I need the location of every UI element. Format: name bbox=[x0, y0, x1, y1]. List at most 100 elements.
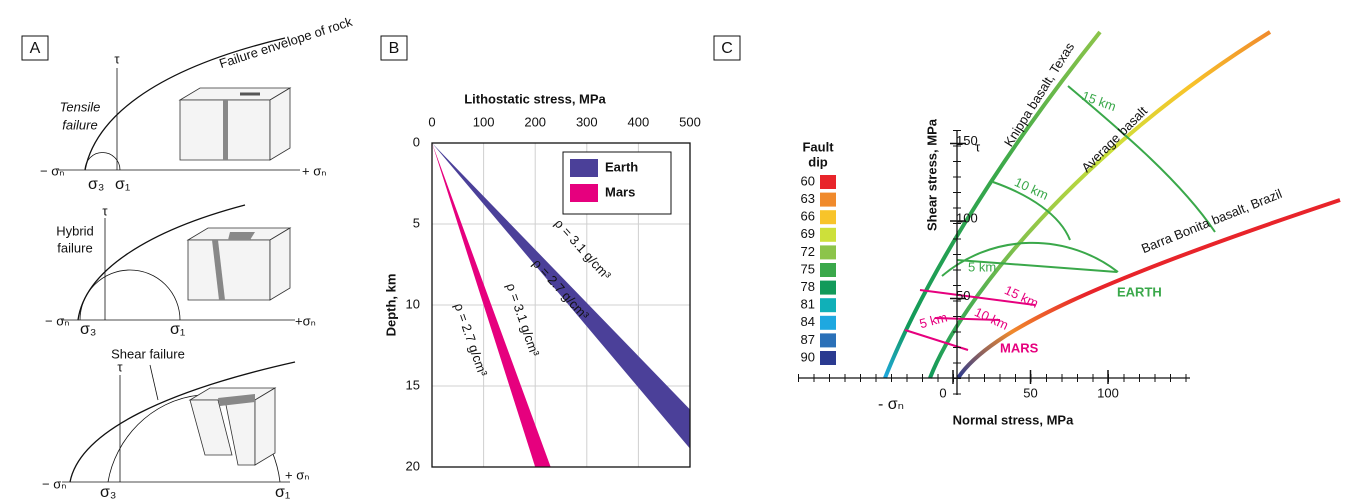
dip-label: 90 bbox=[801, 349, 815, 364]
band bbox=[432, 143, 551, 467]
legend-title: Fault bbox=[802, 139, 834, 154]
y-tick-label: 20 bbox=[406, 458, 420, 473]
y-tick-label: 150 bbox=[956, 133, 978, 148]
mohr-circle bbox=[79, 269, 181, 321]
y-tick-label: 50 bbox=[956, 288, 970, 303]
pos-sigma: + σₙ bbox=[302, 163, 326, 178]
failure-label: Hybrid bbox=[56, 223, 94, 238]
failure-label: Shear failure bbox=[111, 346, 185, 361]
y-tick-label: 15 bbox=[406, 377, 420, 392]
y-tick-label: 5 bbox=[413, 215, 420, 230]
neg-sigma: − σₙ bbox=[42, 476, 66, 491]
sigma1: σ₁ bbox=[115, 176, 130, 193]
earth-label: EARTH bbox=[1117, 284, 1162, 299]
legend-label: Mars bbox=[605, 184, 635, 199]
dip-swatch bbox=[820, 210, 836, 225]
sigma3: σ₃ bbox=[100, 484, 116, 499]
x-tick-label: 0 bbox=[428, 114, 435, 129]
dip-swatch bbox=[820, 280, 836, 295]
legend-swatch bbox=[570, 184, 598, 202]
dip-label: 63 bbox=[801, 191, 815, 206]
curve-average bbox=[928, 30, 1272, 379]
x-tick-label: 400 bbox=[628, 114, 650, 129]
mars-label: MARS bbox=[1000, 340, 1039, 355]
earth-depth: 15 km bbox=[1080, 88, 1118, 114]
y-axis-title: Depth, km bbox=[383, 274, 398, 337]
dip-label: 84 bbox=[801, 314, 815, 329]
failure-label: failure bbox=[57, 240, 92, 255]
dip-swatch bbox=[820, 227, 836, 242]
curve-barra bbox=[956, 198, 1341, 380]
sigma1: σ₁ bbox=[275, 484, 290, 499]
panel-label-box bbox=[713, 35, 741, 61]
envelope-label: Failure envelope of rock bbox=[217, 14, 354, 71]
earth-contour bbox=[941, 241, 1119, 277]
curve-label: Average basalt bbox=[1078, 103, 1150, 175]
legend-swatch bbox=[570, 159, 598, 177]
block bbox=[178, 87, 292, 161]
x-tick-label: 0 bbox=[939, 385, 946, 400]
leader bbox=[149, 364, 159, 401]
sigma1: σ₁ bbox=[170, 321, 185, 338]
dip-swatch bbox=[820, 245, 836, 260]
dip-label: 72 bbox=[801, 244, 815, 259]
panel-c: Fault dip Shear stress, MPa τ Normal str… bbox=[798, 30, 1341, 427]
panel-label: B bbox=[389, 40, 400, 57]
panel-label-box bbox=[21, 35, 49, 61]
x-tick-label: 500 bbox=[679, 114, 701, 129]
envelope bbox=[69, 361, 296, 483]
y-tick-label: 10 bbox=[406, 296, 420, 311]
legend-title: dip bbox=[808, 154, 828, 169]
band-label: ρ = 3.1 g/cm³ bbox=[552, 216, 615, 283]
mars-depth: 10 km bbox=[972, 304, 1010, 333]
plot-frame bbox=[431, 142, 691, 468]
x-tick-label: 100 bbox=[1097, 385, 1119, 400]
tau-label: τ bbox=[975, 139, 981, 154]
sigma3: σ₃ bbox=[80, 321, 96, 338]
panel-a: Failure envelope of rock τ Tensile failu… bbox=[40, 14, 354, 499]
tau-label: τ bbox=[102, 203, 108, 218]
x-tick-label: 100 bbox=[473, 114, 495, 129]
x-axis-title: Lithostatic stress, MPa bbox=[464, 91, 606, 106]
sigma3: σ₃ bbox=[88, 176, 104, 193]
band-label: ρ = 2.7 g/cm³ bbox=[530, 256, 593, 323]
dip-label: 66 bbox=[801, 209, 815, 224]
dip-swatch bbox=[820, 175, 836, 189]
block bbox=[188, 387, 277, 466]
earth-depth: 10 km bbox=[1012, 174, 1050, 203]
y-tick-label: 100 bbox=[956, 210, 978, 225]
dip-swatch bbox=[820, 263, 836, 277]
dip-label: 75 bbox=[801, 261, 815, 276]
dip-label: 60 bbox=[801, 173, 815, 188]
curve-knippa bbox=[883, 30, 1102, 379]
panel-label: C bbox=[721, 40, 733, 57]
neg-sigma: - σₙ bbox=[878, 396, 904, 413]
panel-label: A bbox=[30, 40, 41, 57]
panel-c-scales: 0 50 100 50 100 150 60 63 66 69 72 75 78 81 84 87 90 bbox=[801, 133, 1119, 401]
pos-sigma: +σₙ bbox=[295, 313, 316, 328]
y-tick-label: 0 bbox=[413, 134, 420, 149]
band-label: ρ = 2.7 g/cm³ bbox=[451, 301, 490, 379]
curve-label: Knippa basalt, Texas bbox=[1001, 39, 1077, 149]
envelope bbox=[84, 37, 286, 171]
x-tick-label: 300 bbox=[576, 114, 598, 129]
band bbox=[432, 143, 690, 449]
dip-swatch bbox=[820, 192, 836, 207]
dip-label: 81 bbox=[801, 297, 815, 312]
tau-label: τ bbox=[117, 359, 123, 374]
band-label: ρ = 3.1 g/cm³ bbox=[503, 281, 542, 359]
dip-label: 69 bbox=[801, 226, 815, 241]
dip-swatch bbox=[820, 351, 836, 365]
failure-label: Tensile bbox=[60, 99, 101, 114]
mohr-circle bbox=[84, 152, 121, 171]
pos-sigma: + σₙ bbox=[285, 467, 309, 482]
tau-label: τ bbox=[114, 51, 120, 66]
mars-depth: 5 km bbox=[918, 309, 949, 331]
earth-depth: 5 km bbox=[968, 259, 996, 274]
x-axis-title: Normal stress, MPa bbox=[953, 412, 1074, 427]
neg-sigma: − σₙ bbox=[45, 313, 69, 328]
dip-swatch bbox=[820, 298, 836, 313]
failure-label: failure bbox=[62, 117, 97, 132]
